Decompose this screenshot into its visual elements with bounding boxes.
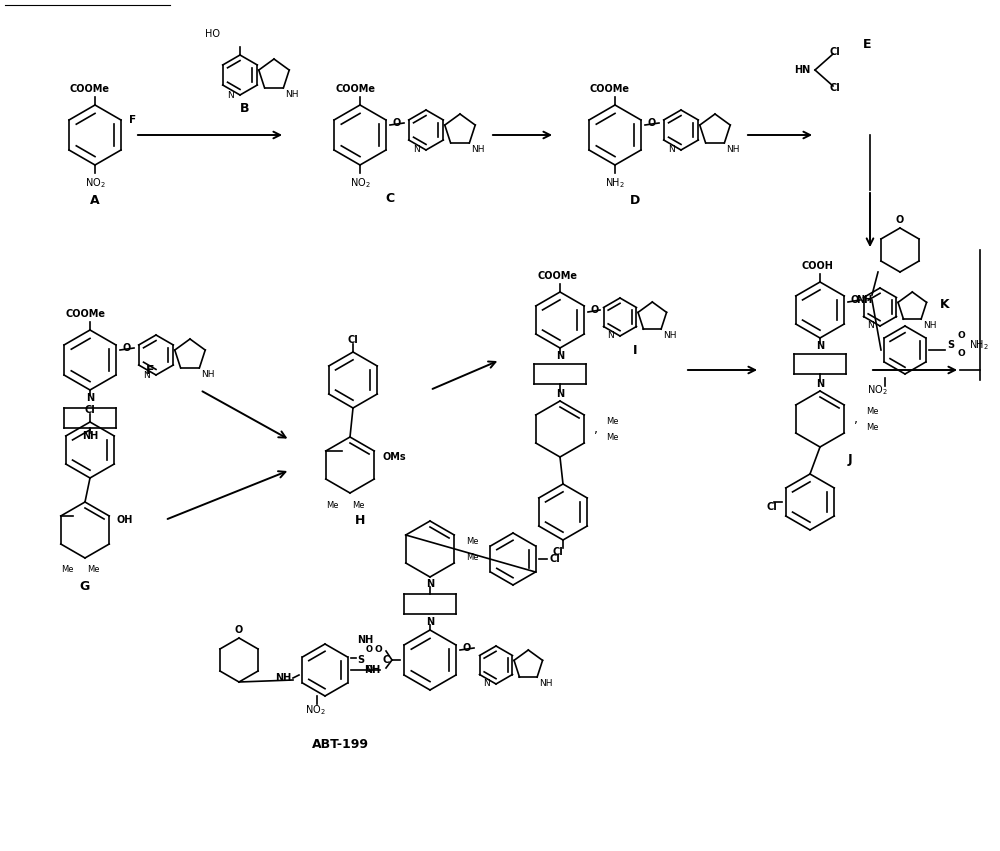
Text: N: N xyxy=(867,322,874,330)
Text: O: O xyxy=(463,643,471,653)
Text: B: B xyxy=(240,102,250,116)
Text: J: J xyxy=(848,453,852,465)
Text: Cl: Cl xyxy=(830,83,840,93)
Text: O: O xyxy=(374,646,382,654)
Text: Me: Me xyxy=(606,432,618,442)
Text: Me: Me xyxy=(466,536,479,545)
Text: NH: NH xyxy=(357,635,373,645)
Text: Me: Me xyxy=(606,416,618,426)
Text: Cl: Cl xyxy=(549,554,560,564)
Text: O: O xyxy=(123,343,131,353)
Text: N: N xyxy=(227,90,234,100)
Text: ,: , xyxy=(594,422,598,436)
Text: COOMe: COOMe xyxy=(537,271,577,281)
Text: Me: Me xyxy=(466,552,479,562)
Text: N: N xyxy=(816,341,824,351)
Text: N: N xyxy=(426,579,434,589)
Text: NO$_2$: NO$_2$ xyxy=(867,383,887,397)
Text: A: A xyxy=(90,195,100,208)
Text: Me: Me xyxy=(866,422,879,431)
Text: NH: NH xyxy=(364,665,380,675)
Text: NO$_2$: NO$_2$ xyxy=(85,176,105,190)
Text: F: F xyxy=(146,363,154,376)
Text: Me: Me xyxy=(87,566,99,574)
Text: NH: NH xyxy=(923,321,937,330)
Text: ,: , xyxy=(854,413,858,426)
Text: C: C xyxy=(385,192,395,205)
Text: COOMe: COOMe xyxy=(335,84,375,94)
Text: COOH: COOH xyxy=(801,261,833,271)
Text: Cl: Cl xyxy=(830,47,840,57)
Text: NH: NH xyxy=(539,679,553,688)
Text: G: G xyxy=(80,580,90,592)
Text: O: O xyxy=(366,665,373,675)
Text: NO$_2$: NO$_2$ xyxy=(350,176,370,190)
Text: Me: Me xyxy=(326,500,338,510)
Text: S: S xyxy=(357,655,364,665)
Text: COOMe: COOMe xyxy=(65,309,105,319)
Text: N: N xyxy=(413,146,420,155)
Text: Me: Me xyxy=(866,407,879,415)
Text: NH: NH xyxy=(285,90,299,99)
Text: N: N xyxy=(607,332,614,340)
Text: N: N xyxy=(556,389,564,399)
Text: N: N xyxy=(556,351,564,361)
Text: O: O xyxy=(235,625,243,635)
Text: NH$_2$: NH$_2$ xyxy=(969,338,989,352)
Text: Cl: Cl xyxy=(553,547,563,557)
Text: NH: NH xyxy=(275,673,291,683)
Text: O: O xyxy=(957,332,965,340)
Text: NH$_2$: NH$_2$ xyxy=(605,176,625,190)
Text: NH: NH xyxy=(471,145,485,154)
Text: N: N xyxy=(816,379,824,389)
Text: OH: OH xyxy=(117,515,133,525)
Text: N: N xyxy=(668,146,675,155)
Text: C: C xyxy=(383,655,390,665)
Text: O: O xyxy=(851,295,859,305)
Text: NH: NH xyxy=(856,295,872,305)
Text: E: E xyxy=(863,38,871,52)
Text: OMs: OMs xyxy=(382,452,406,462)
Text: NH: NH xyxy=(82,431,98,441)
Text: O: O xyxy=(648,118,656,128)
Text: Cl: Cl xyxy=(85,405,95,415)
Text: Me: Me xyxy=(352,500,364,510)
Text: H: H xyxy=(355,515,365,528)
Text: COOMe: COOMe xyxy=(70,84,110,94)
Text: O: O xyxy=(896,215,904,225)
Text: N: N xyxy=(86,393,94,403)
Text: Cl: Cl xyxy=(767,502,777,512)
Text: HO: HO xyxy=(205,29,220,39)
Text: NH: NH xyxy=(726,145,740,154)
Text: NO$_2$: NO$_2$ xyxy=(305,703,325,717)
Text: NH: NH xyxy=(201,370,215,379)
Text: O: O xyxy=(393,118,401,128)
Text: N: N xyxy=(483,679,490,688)
Text: O: O xyxy=(366,646,373,654)
Text: O: O xyxy=(957,350,965,358)
Text: N: N xyxy=(143,370,150,380)
Text: Cl: Cl xyxy=(348,335,358,345)
Text: F: F xyxy=(129,115,137,125)
Text: HN: HN xyxy=(794,65,810,75)
Text: ABT-199: ABT-199 xyxy=(312,739,368,751)
Text: NH: NH xyxy=(663,331,677,340)
Text: D: D xyxy=(630,195,640,208)
Text: S: S xyxy=(947,340,954,350)
Text: K: K xyxy=(940,299,950,311)
Text: I: I xyxy=(633,344,637,357)
Text: O: O xyxy=(591,305,599,315)
Text: N: N xyxy=(426,617,434,627)
Text: Me: Me xyxy=(61,566,73,574)
Text: COOMe: COOMe xyxy=(590,84,630,94)
